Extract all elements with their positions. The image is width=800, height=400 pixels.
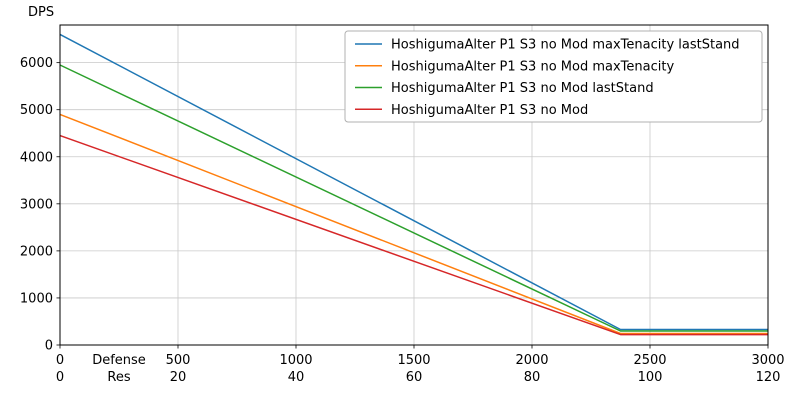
legend-box [344,30,763,123]
x-tick-label-res: 60 [406,370,423,385]
y-tick-label: 5000 [20,103,53,118]
series-line-0 [59,33,768,331]
legend-label-2: HoshigumaAlter P1 S3 no Mod lastStand [391,81,654,96]
series-line-2 [59,64,768,332]
legend-label-3: HoshigumaAlter P1 S3 no Mod [391,103,588,118]
x-tick-label-res: 80 [524,370,541,385]
legend-label-0: HoshigumaAlter P1 S3 no Mod maxTenacity … [391,38,740,53]
axis-label-defense: Defense [92,353,146,368]
axis-label-res: Res [107,370,130,385]
x-tick-label-res: 100 [638,370,663,385]
x-tick-label-defense: 2500 [633,353,666,368]
y-tick-label: 2000 [20,244,53,259]
x-tick-label-res: 40 [288,370,305,385]
x-tick-label-defense: 2000 [515,353,548,368]
axis-label-dps: DPS [28,5,54,20]
y-tick-label: 1000 [20,291,53,306]
x-tick-label-defense: 0 [56,353,64,368]
series-line-1 [59,113,768,335]
x-tick-label-res: 0 [56,370,64,385]
y-tick-label: 3000 [20,197,53,212]
x-tick-label-defense: 1500 [397,353,430,368]
y-tick-label: 4000 [20,150,53,165]
x-tick-label-res: 120 [756,370,781,385]
x-tick-label-defense: 500 [166,353,191,368]
y-tick-label: 6000 [20,56,53,71]
y-tick-label: 0 [45,339,53,354]
legend-label-1: HoshigumaAlter P1 S3 no Mod maxTenacity [391,59,674,74]
x-tick-label-defense: 3000 [751,353,784,368]
x-tick-label-defense: 1000 [279,353,312,368]
x-tick-label-res: 20 [170,370,187,385]
series-line-3 [59,134,768,336]
